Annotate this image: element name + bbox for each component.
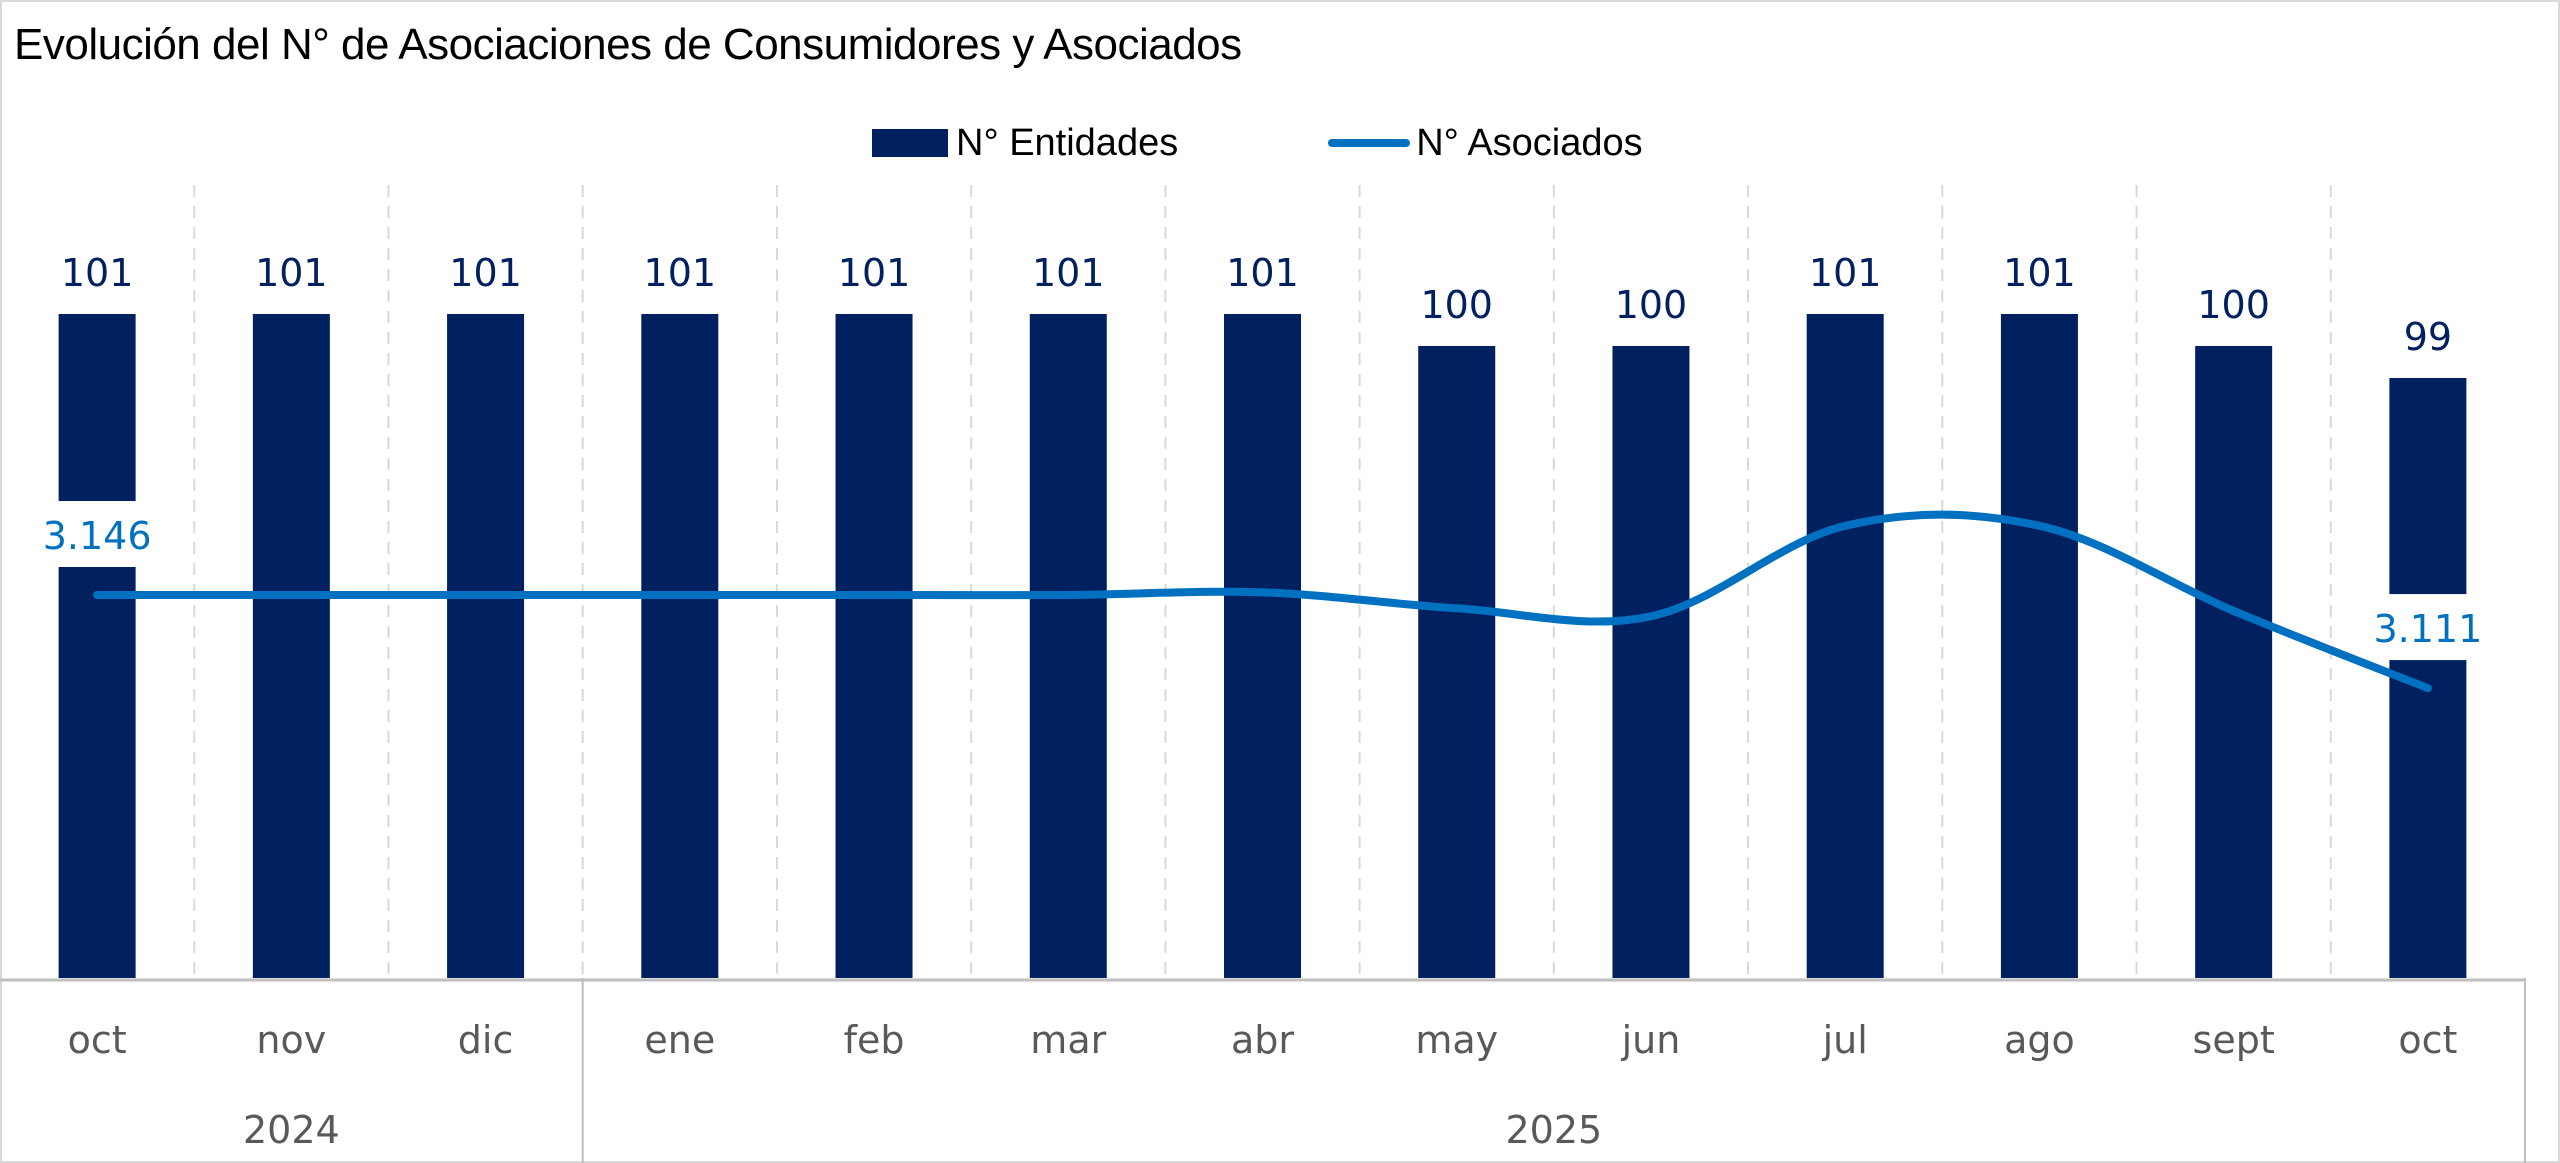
x-tick-label: nov: [256, 1018, 326, 1062]
bar-may: [1418, 346, 1496, 978]
bar-label: 100: [1420, 283, 1493, 327]
x-tick-label: feb: [844, 1018, 905, 1062]
legend-line-swatch-icon: [1328, 139, 1411, 147]
legend-item-asociados: N° Asociados: [1328, 121, 1643, 165]
bar-label: 101: [1809, 251, 1882, 295]
x-tick-label: mar: [1030, 1018, 1106, 1062]
bar-label: 99: [2404, 315, 2452, 359]
x-tick-label: may: [1415, 1018, 1498, 1062]
gridlines: [193, 185, 2332, 978]
x-group-label: 2024: [243, 1108, 340, 1152]
line-label-bg: [41, 501, 154, 567]
bar-data-labels: 101 101 101 101 101 101 101 100 100 101 101 100 99: [61, 251, 2452, 359]
bar-series: [58, 314, 2467, 978]
x-tick-label: oct: [2398, 1018, 2457, 1062]
bar-sept: [2195, 346, 2273, 978]
bar-label: 101: [61, 251, 134, 295]
x-group-label: 2025: [1505, 1108, 1602, 1152]
bar-label: 101: [644, 251, 717, 295]
legend-bar-swatch-icon: [872, 129, 948, 157]
bar-dic: [447, 314, 525, 978]
bar-nov: [252, 314, 330, 978]
bar-label: 101: [2003, 251, 2076, 295]
legend-item-entidades: N° Entidades: [872, 122, 1178, 165]
x-tick-label: dic: [458, 1018, 514, 1062]
line-data-labels: 3.146 3.111: [41, 501, 2484, 661]
bar-ago: [2000, 314, 2078, 978]
chart-title: Evolución del N° de Asociaciones de Cons…: [14, 20, 1242, 69]
bar-oct: [58, 314, 136, 978]
bar-label: 101: [1226, 251, 1299, 295]
x-tick-label: jun: [1621, 1018, 1681, 1062]
legend-label-entidades: N° Entidades: [956, 121, 1179, 164]
bar-label: 101: [838, 251, 911, 295]
line-data-label: 3.111: [2373, 607, 2482, 651]
bar-abr: [1224, 314, 1301, 978]
bar-label: 100: [2197, 283, 2270, 327]
bar-jun: [1612, 346, 1690, 978]
line-asociados: [93, 510, 2432, 693]
x-axis: oct nov dic ene feb mar abr may jun jul ago sept oct…: [0, 978, 2526, 1163]
legend: N° Entidades N° Asociados: [872, 118, 1643, 168]
bar-mar: [1029, 314, 1107, 978]
x-tick-label: ago: [2004, 1018, 2075, 1062]
line-label-bg: [2371, 594, 2484, 661]
x-tick-label: oct: [68, 1018, 127, 1062]
bar-jul: [1806, 314, 1884, 978]
line-series: [93, 510, 2432, 693]
bar-ene: [641, 314, 719, 978]
bar-label: 101: [1032, 251, 1105, 295]
x-tick-label: jul: [1822, 1018, 1868, 1062]
x-tick-label: sept: [2193, 1018, 2275, 1062]
legend-label-asociados: N° Asociados: [1416, 121, 1643, 164]
bar-label: 100: [1615, 283, 1688, 327]
x-tick-label: ene: [644, 1018, 715, 1062]
bar-feb: [835, 314, 913, 978]
bar-label: 101: [449, 251, 522, 295]
line-data-label: 3.146: [43, 514, 152, 558]
bar-label: 101: [255, 251, 328, 295]
x-tick-label: abr: [1231, 1018, 1294, 1062]
